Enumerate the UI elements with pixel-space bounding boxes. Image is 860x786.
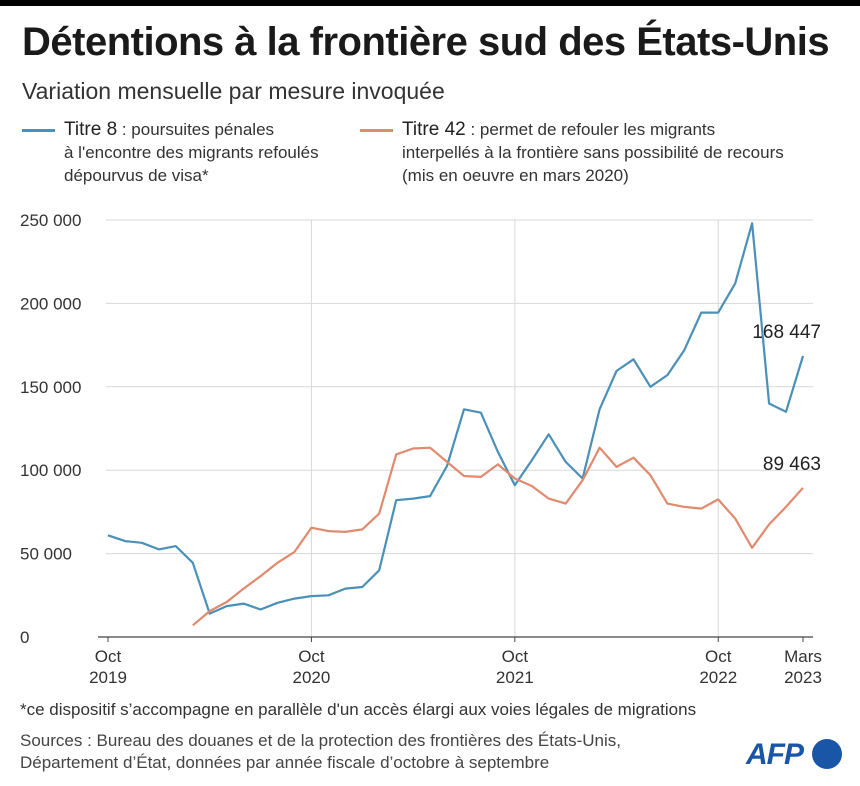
legend-desc-titre42-3: (mis en oeuvre en mars 2020): [402, 166, 629, 185]
legend-swatch-titre8: [22, 129, 55, 132]
end-value-label-titre8: 168 447: [752, 322, 821, 343]
afp-logo-text: AFP: [746, 738, 804, 771]
y-tick-label: 250 000: [20, 211, 81, 230]
x-tick-label: Oct: [502, 647, 529, 666]
legend-desc-titre42-2: interpellés à la frontière sans possibil…: [402, 143, 784, 162]
x-tick-label: 2021: [496, 668, 534, 687]
x-tick-label: 2019: [89, 668, 127, 687]
x-tick-label: 2022: [699, 668, 737, 687]
x-tick-label: 2020: [293, 668, 331, 687]
x-tick-label: 2023: [784, 668, 822, 687]
y-tick-label: 0: [20, 628, 29, 647]
y-tick-label: 200 000: [20, 294, 81, 313]
legend-name-titre42: Titre 42: [402, 119, 466, 140]
y-tick-label: 50 000: [20, 545, 72, 564]
series-line-titre42: [192, 446, 804, 627]
legend-desc-titre8-3: dépourvus de visa*: [64, 166, 209, 185]
sources-line-2: Département d’État, données par année fi…: [20, 753, 550, 772]
x-tick-label: Oct: [298, 647, 325, 666]
footnote: *ce dispositif s’accompagne en parallèle…: [20, 700, 697, 719]
chart-title: Détentions à la frontière sud des États-…: [22, 20, 830, 64]
series-line-titre8: [107, 222, 805, 615]
legend-desc-titre8-1: : poursuites pénales: [117, 120, 275, 139]
y-tick-label: 150 000: [20, 378, 81, 397]
y-tick-label: 100 000: [20, 461, 81, 480]
line-chart: 0 50 000 100 000 150 000 200 000 250 000 Oct 20…: [20, 211, 822, 687]
x-tick-label: Oct: [95, 647, 122, 666]
end-value-label-titre42: 89 463: [763, 454, 821, 475]
x-tick-label: Oct: [705, 647, 732, 666]
sources: Sources : Bureau des douanes et de la pr…: [20, 730, 621, 774]
legend-swatch-titre42: [360, 129, 393, 132]
legend-desc-titre42-1: : permet de refouler les migrants: [465, 120, 716, 139]
legend-item-titre8: Titre 8 : poursuites pénales à l'encontr…: [22, 118, 319, 187]
chart-subtitle: Variation mensuelle par mesure invoquée: [22, 78, 445, 104]
top-bar: [0, 0, 860, 6]
legend-name-titre8: Titre 8: [64, 119, 118, 140]
afp-logo-dot: [812, 739, 842, 769]
x-tick-label: Mars: [784, 647, 822, 666]
sources-line-1: Sources : Bureau des douanes et de la pr…: [20, 731, 622, 750]
legend-desc-titre8-2: à l'encontre des migrants refoulés: [64, 143, 319, 162]
legend-item-titre42: Titre 42 : permet de refouler les migran…: [360, 118, 784, 187]
